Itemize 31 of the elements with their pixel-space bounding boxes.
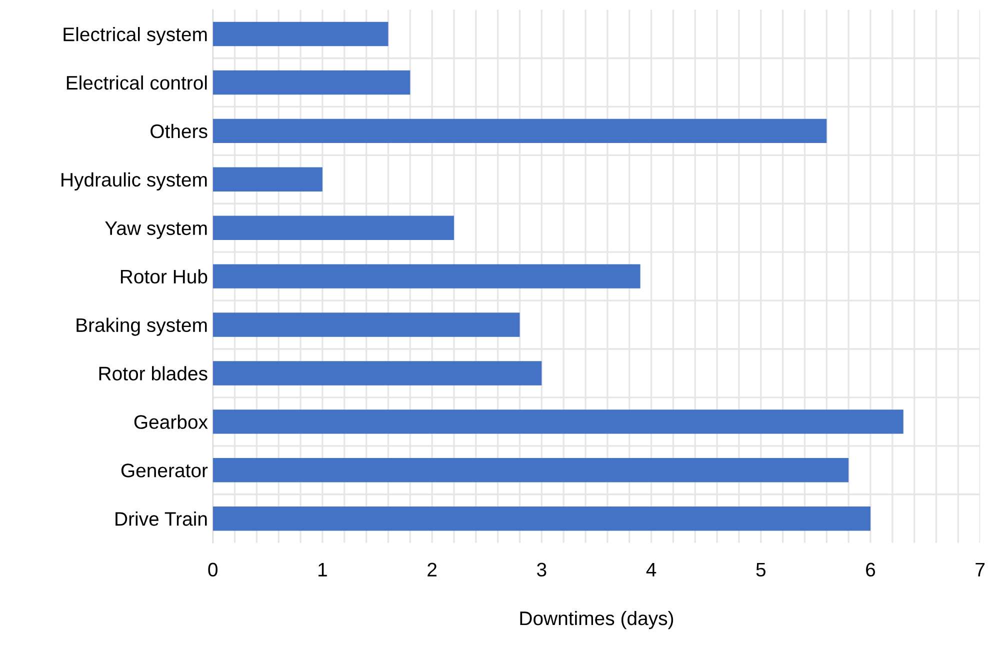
x-tick-label: 3 <box>537 562 546 577</box>
x-tick-label: 6 <box>866 562 876 577</box>
y-tick-label: Rotor blades <box>99 366 208 380</box>
x-tick-label: 4 <box>646 562 656 576</box>
x-tick-label: 1 <box>318 562 327 576</box>
bar <box>212 22 388 46</box>
bar <box>212 361 542 386</box>
bar <box>212 70 410 95</box>
bar <box>212 167 322 192</box>
bar <box>212 118 827 144</box>
y-tick-label: Hydraulic system <box>62 172 207 190</box>
bar <box>212 410 904 434</box>
x-tick-label: 7 <box>976 562 985 576</box>
y-tick-label: Others <box>150 124 208 138</box>
bar <box>212 264 640 288</box>
y-tick-label: Drive Train <box>116 512 207 526</box>
bar <box>212 216 454 240</box>
y-tick-label: Electrical system <box>64 26 207 46</box>
bar <box>212 458 849 482</box>
y-tick-label: Generator <box>121 464 208 478</box>
x-tick-label: 5 <box>756 562 766 577</box>
bar <box>212 312 520 337</box>
x-axis-title: Downtimes (days) <box>520 610 674 630</box>
y-tick-label: Braking system <box>76 318 207 336</box>
x-tick-label: 0 <box>208 562 218 577</box>
bar <box>212 506 870 531</box>
y-tick-label: Yaw system <box>105 222 207 239</box>
y-tick-label: Electrical control <box>66 75 207 90</box>
y-tick-label: Gearbox <box>134 414 208 429</box>
x-tick-label: 2 <box>428 562 436 576</box>
y-tick-label: Rotor Hub <box>120 269 208 284</box>
